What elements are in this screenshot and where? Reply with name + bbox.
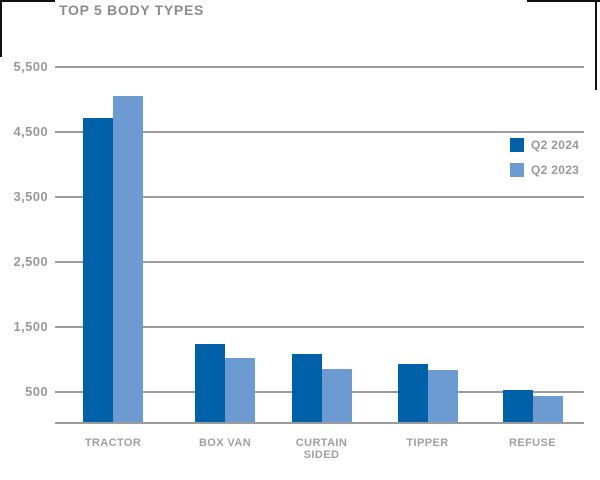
y-tick-label-500: 500 bbox=[25, 383, 48, 399]
edge-mark-top-left-horizontal bbox=[0, 0, 55, 2]
legend-item-q2-2024: Q2 2024 bbox=[510, 138, 579, 152]
edge-mark-top-right-horizontal bbox=[527, 0, 600, 2]
category-label-curtain-sided: CURTAIN SIDED bbox=[295, 437, 348, 461]
bar-q2-2024-curtain-sided bbox=[291, 353, 322, 424]
bar-q2-2023-box-van bbox=[225, 358, 255, 424]
legend-item-q2-2023: Q2 2023 bbox=[510, 163, 579, 177]
edge-mark-top-left-vertical bbox=[0, 0, 2, 57]
legend-label-q2-2023: Q2 2023 bbox=[531, 163, 580, 177]
legend-swatch-q2-2024 bbox=[510, 138, 524, 152]
bar-q2-2023-refuse bbox=[532, 396, 563, 424]
y-tick-label-1500: 1,500 bbox=[13, 318, 48, 334]
y-tick-label-3500: 3,500 bbox=[13, 188, 48, 204]
bar-q2-2024-tractor bbox=[83, 117, 113, 424]
chart-title: TOP 5 BODY TYPES bbox=[59, 2, 205, 18]
category-label-tractor: TRACTOR bbox=[84, 437, 142, 449]
chart-legend: Q2 2024 Q2 2023 bbox=[510, 138, 579, 188]
gridline-5500 bbox=[55, 65, 584, 68]
category-label-refuse: REFUSE bbox=[508, 437, 557, 449]
bar-q2-2024-tipper bbox=[397, 363, 428, 424]
gridline-3500 bbox=[55, 195, 584, 198]
bar-q2-2024-refuse bbox=[502, 389, 533, 424]
gridline-2500 bbox=[55, 260, 584, 263]
bar-q2-2023-curtain-sided bbox=[321, 368, 352, 424]
legend-swatch-q2-2023 bbox=[510, 163, 524, 177]
x-axis-baseline bbox=[55, 422, 584, 424]
bar-q2-2023-tractor bbox=[113, 96, 143, 424]
gridline-4500 bbox=[55, 130, 584, 133]
gridline-1500 bbox=[55, 325, 584, 328]
y-tick-label-4500: 4,500 bbox=[13, 123, 48, 139]
y-tick-label-2500: 2,500 bbox=[13, 253, 48, 269]
legend-label-q2-2024: Q2 2024 bbox=[531, 138, 580, 152]
y-tick-label-5500: 5,500 bbox=[13, 58, 48, 74]
bar-q2-2023-tipper bbox=[427, 369, 458, 424]
category-label-box-van: BOX VAN bbox=[198, 437, 252, 449]
edge-mark-top-right-vertical bbox=[595, 0, 597, 90]
category-label-tipper: TIPPER bbox=[406, 437, 449, 449]
bar-q2-2024-box-van bbox=[195, 344, 225, 424]
